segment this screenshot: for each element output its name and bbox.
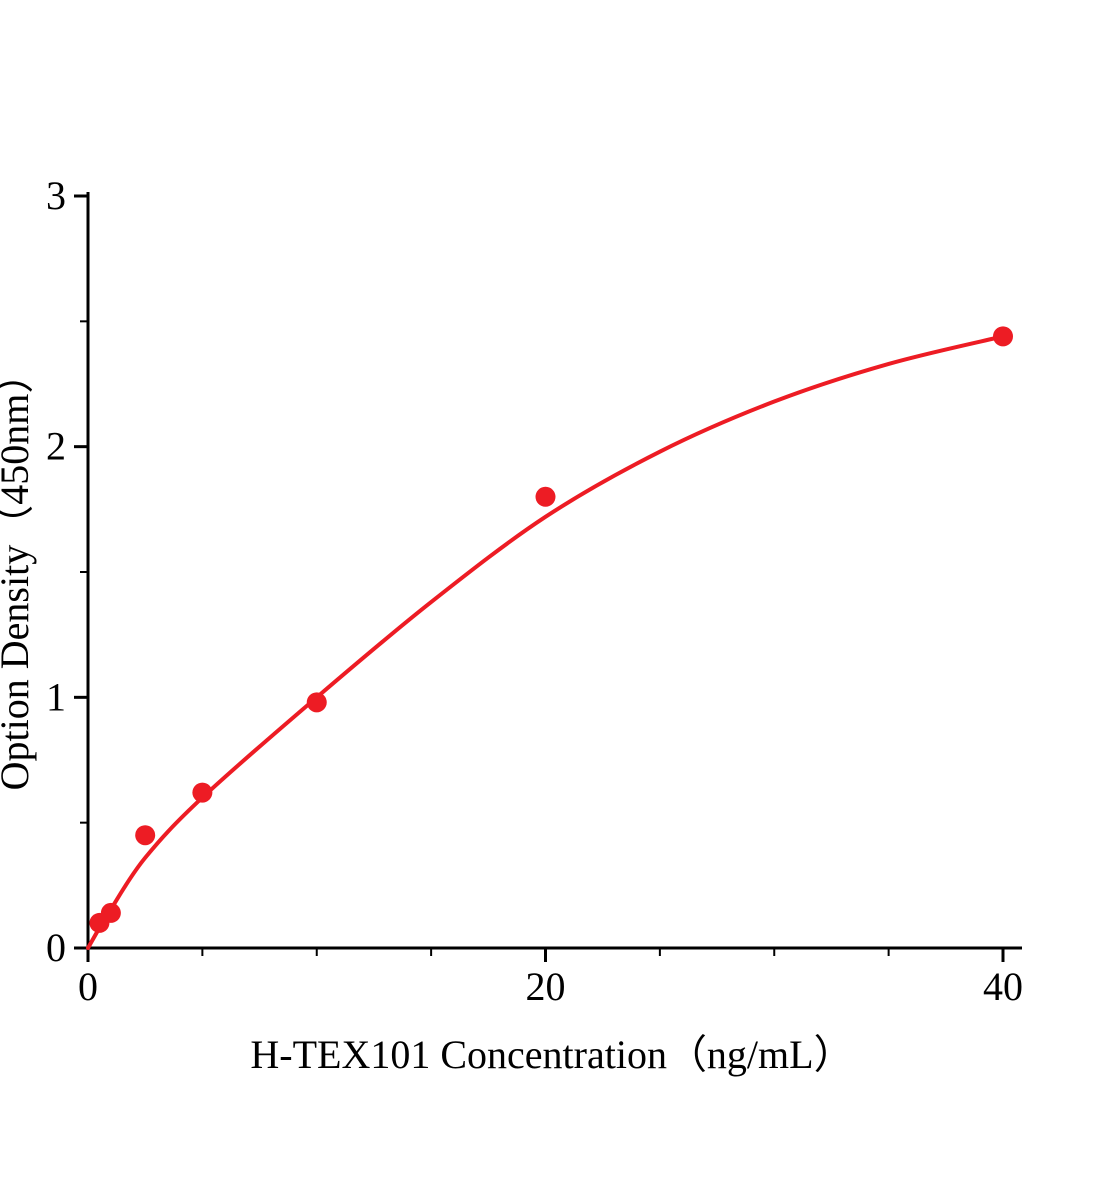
data-point bbox=[306, 692, 327, 713]
y-tick-label: 3 bbox=[46, 173, 66, 218]
data-point bbox=[192, 782, 213, 803]
y-tick-label: 0 bbox=[46, 925, 66, 970]
plot-area: 0 20 40 0 1 2 3 bbox=[46, 173, 1023, 1009]
data-point bbox=[535, 486, 556, 507]
y-axis-label: Option Density（450nm） bbox=[0, 354, 37, 791]
y-tick-label: 2 bbox=[46, 424, 66, 469]
data-point bbox=[100, 902, 121, 923]
fit-curve bbox=[86, 334, 1005, 950]
x-tick-label: 0 bbox=[78, 964, 98, 1009]
data-point bbox=[135, 825, 156, 846]
x-axis-label: H-TEX101 Concentration（ng/mL） bbox=[250, 1032, 853, 1077]
y-tick-label: 1 bbox=[46, 674, 66, 719]
data-point bbox=[993, 326, 1013, 347]
x-tick-label: 40 bbox=[983, 964, 1023, 1009]
x-tick-label: 20 bbox=[526, 964, 566, 1009]
